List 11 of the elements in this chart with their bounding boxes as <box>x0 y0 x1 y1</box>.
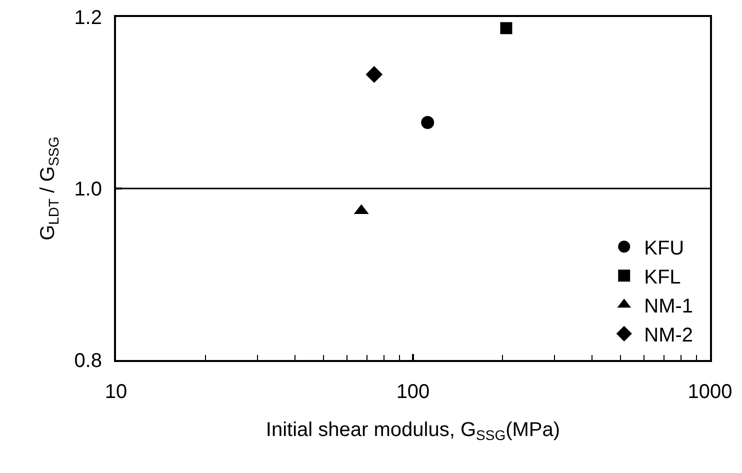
legend-label: NM-1 <box>644 295 694 318</box>
x-axis-title: Initial shear modulus, G$_{SSG}$(MPa) <box>266 419 560 444</box>
y-tick-label: 0.8 <box>74 350 102 372</box>
y-tick-label: 1.2 <box>74 7 102 29</box>
x-tick-label: 100 <box>396 381 430 403</box>
legend-label: KFL <box>644 266 681 288</box>
legend-label: NM-2 <box>644 324 694 346</box>
legend-label: KFU <box>644 237 684 260</box>
x-tick-label: 1000 <box>688 381 732 403</box>
x-tick-label: 10 <box>104 381 128 403</box>
y-tick-label: 1.0 <box>74 178 102 200</box>
